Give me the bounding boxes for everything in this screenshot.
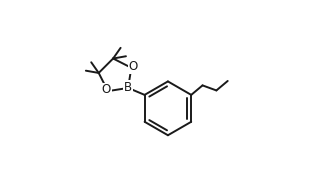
Text: O: O bbox=[102, 83, 111, 96]
Text: O: O bbox=[129, 60, 138, 73]
Text: B: B bbox=[124, 81, 132, 94]
